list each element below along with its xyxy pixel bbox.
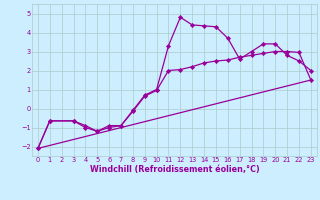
X-axis label: Windchill (Refroidissement éolien,°C): Windchill (Refroidissement éolien,°C): [90, 165, 259, 174]
